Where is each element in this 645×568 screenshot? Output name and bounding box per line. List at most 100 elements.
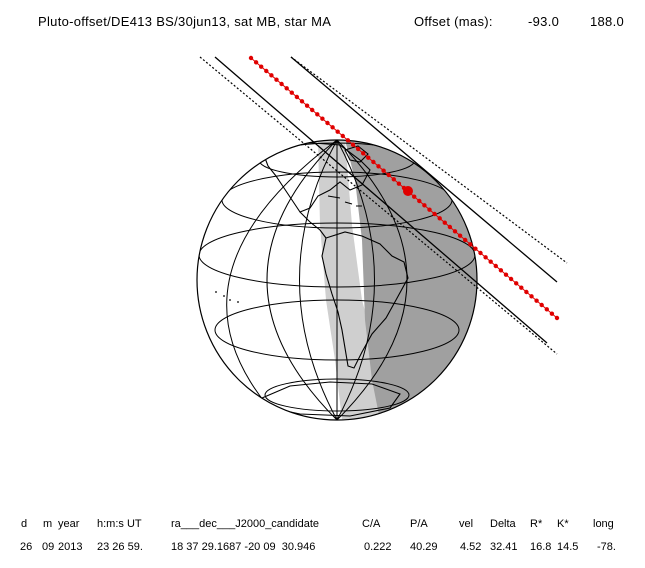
header-ca: C/A: [362, 518, 381, 530]
central-line-dot: [534, 298, 539, 303]
value-vel: 4.52: [460, 541, 482, 553]
central-line-dot: [514, 281, 519, 286]
central-line-dot: [554, 315, 560, 321]
value-kstar: 14.5: [557, 541, 579, 553]
night-side: [345, 140, 477, 420]
central-line-dot: [340, 133, 345, 139]
value-long: -78.: [597, 541, 616, 553]
central-line-dot: [493, 263, 498, 269]
central-line-dot: [361, 151, 366, 156]
header-vel: vel: [459, 518, 474, 530]
central-line-dot: [549, 311, 555, 316]
central-line-dot: [412, 194, 417, 199]
central-line-dot: [269, 73, 274, 78]
central-line-dot: [350, 142, 356, 147]
south-america-coast: [321, 231, 409, 369]
globe-outline: [196, 139, 478, 421]
central-line-dot: [259, 64, 264, 69]
header-month: m: [43, 518, 53, 530]
value-day: 26: [20, 541, 33, 553]
header-rstar: R*: [530, 518, 543, 530]
central-line-dot: [381, 168, 386, 173]
central-line-dot: [391, 177, 396, 182]
south-dotted-limit: [199, 56, 558, 355]
value-month: 09: [42, 541, 55, 553]
header-year: year: [58, 518, 80, 530]
central-line-dot: [335, 129, 340, 134]
central-line-dot: [539, 302, 544, 308]
value-radec: 18 37 29.1687 -20 09 30.946: [171, 541, 316, 553]
central-line-dot: [442, 220, 447, 225]
central-line-dot: [279, 81, 284, 87]
central-line-dot: [468, 242, 473, 247]
header-kstar: K*: [557, 518, 569, 530]
central-line-dot: [519, 285, 524, 290]
closest-approach-marker: [403, 186, 413, 196]
central-line-dot: [253, 60, 259, 65]
central-line-dot: [488, 259, 493, 264]
central-line-dot: [473, 246, 478, 251]
central-line-dot: [503, 272, 509, 277]
header-time: h:m:s UT: [97, 518, 142, 530]
value-year: 2013: [58, 541, 83, 553]
central-line-dot: [315, 112, 320, 117]
offset-x-value: -93.0: [528, 14, 560, 29]
header-day: d: [21, 518, 28, 530]
central-line-dot: [325, 120, 330, 126]
central-line-dot: [422, 203, 427, 208]
central-line-dot: [284, 86, 289, 91]
caribbean-islands: [327, 195, 362, 207]
north-america-coast: [261, 141, 371, 213]
value-time: 23 26 59.: [97, 541, 143, 553]
south-solid-limit: [214, 56, 548, 344]
header-long: long: [593, 518, 614, 530]
central-line-dot: [529, 294, 534, 299]
central-line-dot: [289, 90, 294, 95]
central-line-dot: [330, 125, 335, 130]
central-line-dot: [396, 181, 402, 186]
header-pa: P/A: [410, 518, 428, 530]
central-line-dot: [463, 237, 468, 243]
central-line-dot: [264, 68, 269, 74]
central-america-coast: [299, 211, 327, 239]
value-delta: 32.41: [490, 541, 518, 553]
central-line-dot: [498, 268, 504, 273]
central-line-dot: [447, 224, 453, 230]
central-line-dot: [417, 198, 422, 204]
central-line-dot: [310, 107, 315, 113]
header-delta: Delta: [490, 518, 516, 530]
value-rstar: 16.8: [530, 541, 552, 553]
central-line-dot: [355, 146, 361, 152]
central-line-dot: [427, 207, 432, 212]
value-pa: 40.29: [410, 541, 438, 553]
central-line-dot: [371, 159, 376, 165]
central-line-dot: [299, 99, 305, 104]
central-line-dot: [345, 138, 351, 143]
central-line-dot: [544, 307, 549, 312]
value-ca: 0.222: [364, 541, 392, 553]
central-line-dot: [248, 55, 254, 61]
central-line-dot: [478, 250, 483, 256]
island-dots: [215, 291, 239, 303]
plot-title: Pluto-offset/DE413 BS/30jun13, sat MB, s…: [38, 14, 332, 29]
offset-label: Offset (mas):: [414, 14, 493, 29]
central-line-dot: [483, 255, 488, 260]
central-line-dot: [457, 233, 463, 238]
central-line-dot: [508, 276, 514, 282]
central-line-dot: [320, 116, 325, 121]
central-line-dot: [366, 155, 371, 160]
central-line-dot: [294, 94, 300, 100]
central-line-dot: [524, 289, 529, 295]
central-line-dot: [386, 172, 391, 178]
north-dotted-limit: [290, 56, 568, 264]
central-line-dot: [452, 229, 458, 234]
central-line-dot: [376, 164, 381, 169]
central-line-dot: [432, 211, 437, 217]
offset-y-value: 188.0: [590, 14, 625, 29]
north-solid-limit: [290, 56, 558, 283]
central-line-dot: [274, 77, 279, 82]
shadow-limits: [199, 56, 568, 355]
header-radec: ra___dec___J2000_candidate: [171, 518, 320, 530]
central-line-dot: [437, 216, 442, 221]
